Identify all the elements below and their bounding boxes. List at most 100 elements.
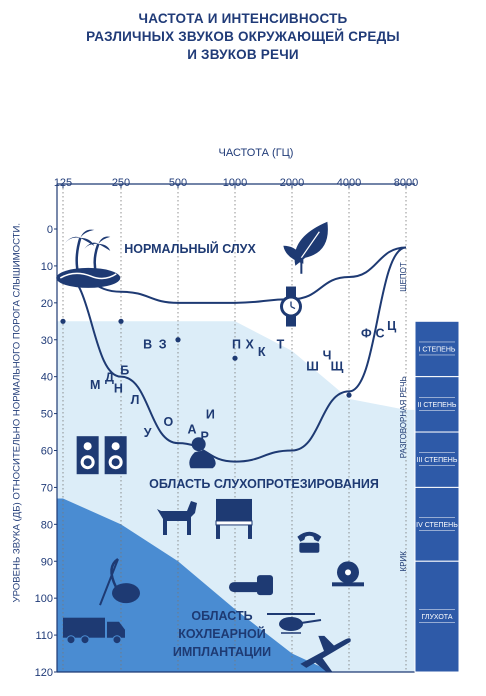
speech-sound-letter: Т — [277, 337, 285, 351]
labels-layer: НОРМАЛЬНЫЙ СЛУХ ОБЛАСТЬ СЛУХОПРОТЕЗИРОВАН… — [90, 241, 408, 659]
grade-label-3: IV СТЕПЕНЬ — [416, 522, 458, 529]
piano-keys — [215, 520, 253, 526]
phone-base — [299, 542, 320, 553]
speech-sound-letter: П — [232, 337, 241, 351]
phone-handset — [297, 531, 322, 542]
baby-body — [189, 450, 216, 469]
x-tick-label-1: 250 — [112, 177, 130, 189]
x-tick-label-5: 4000 — [337, 177, 361, 189]
region-label-hearing-aid: ОБЛАСТЬ СЛУХОПРОТЕЗИРОВАНИЯ — [149, 477, 379, 491]
y-tick-label-5: 50 — [41, 409, 53, 421]
speech-sound-letter: З — [159, 337, 167, 351]
grades-layer: I СТЕПЕНЬ II СТЕПЕНЬ III СТЕПЕНЬ IV СТЕПЕНЬ… — [414, 320, 460, 673]
truck-wheel-2 — [112, 635, 122, 645]
piano-top — [216, 498, 252, 521]
speech-sound-letter: И — [206, 408, 215, 422]
helicopter-icon — [267, 613, 322, 634]
palm-leaves-2 — [84, 236, 111, 251]
threshold-marker-0 — [60, 318, 66, 324]
side-label-0: ШЕПОТ — [399, 262, 408, 292]
leaf-icon — [283, 221, 328, 274]
y-tick-label-7: 70 — [41, 482, 53, 494]
airplane-wing-top — [318, 635, 337, 652]
y-tick-label-0: 0 — [47, 224, 53, 236]
dog-icon — [157, 500, 197, 535]
speech-sound-letter: Ф — [361, 326, 372, 340]
chart-title-line-1: ЧАСТОТА И ИНТЕНСИВНОСТЬ — [138, 11, 348, 26]
y-tick-label-12: 120 — [35, 667, 53, 679]
watch-hands — [290, 301, 296, 310]
chainsaw-bar — [228, 582, 263, 593]
piano-icon — [215, 498, 253, 539]
vacuum-cleaner-icon — [99, 558, 140, 606]
wristwatch-icon — [280, 286, 302, 327]
grade-label-4: ГЛУХОТА — [421, 614, 452, 621]
speech-sound-letter: Л — [131, 393, 140, 407]
y-tick-label-3: 30 — [41, 335, 53, 347]
areas-layer — [57, 321, 415, 672]
helicopter-tail — [300, 619, 322, 624]
speech-sound-letter: Р — [200, 430, 208, 444]
speech-sound-letter: М — [90, 378, 100, 392]
y-tick-label-9: 90 — [41, 556, 53, 568]
airplane-wing-bottom — [314, 657, 333, 672]
region-label-normal-hearing: НОРМАЛЬНЫЙ СЛУХ — [124, 241, 256, 256]
x-tick-label-2: 500 — [169, 177, 187, 189]
dog-body — [157, 500, 197, 535]
truck-cab — [106, 621, 125, 638]
helicopter-body — [279, 617, 303, 632]
speech-sound-letter: О — [163, 415, 173, 429]
truck-wheel-1 — [80, 635, 90, 645]
speech-sound-letter: Ч — [323, 349, 332, 363]
baby-icon — [189, 437, 216, 469]
axes-layer: 125 250 500 1000 2000 4000 8000 0 10 20 30 40 50 60 70… — [35, 177, 419, 679]
threshold-marker-1 — [118, 318, 124, 324]
y-tick-label-1: 10 — [41, 261, 53, 273]
chart-title: ЧАСТОТА И ИНТЕНСИВНОСТЬ РАЗЛИЧНЫХ ЗВУКОВ… — [0, 10, 486, 64]
region-label-cochlear-line-1: ОБЛАСТЬ — [191, 609, 252, 623]
saw-table — [332, 582, 364, 587]
grade-cell-1 — [414, 376, 460, 433]
chainsaw-icon — [228, 575, 273, 596]
region-label-cochlear-line-2: КОХЛЕАРНОЙ — [178, 626, 265, 641]
speaker-tweeter-1 — [111, 442, 120, 451]
speech-sound-letter: Щ — [331, 360, 344, 374]
airplane-fuselage — [300, 638, 351, 668]
leaf-small — [283, 245, 304, 264]
vacuum-hose — [110, 558, 119, 588]
grade-label-0: I СТЕПЕНЬ — [418, 346, 455, 353]
speech-sound-letter: Д — [105, 371, 114, 385]
speech-sound-letter: К — [258, 345, 266, 359]
speaker-tweeter-0 — [83, 442, 92, 451]
truck-icon — [62, 617, 125, 645]
x-tick-label-6: 8000 — [394, 177, 418, 189]
side-label-2: КРИК — [399, 551, 408, 572]
grid-layer — [62, 188, 407, 672]
chainsaw-motor — [256, 575, 273, 596]
threshold-marker-4 — [346, 392, 352, 398]
speech-sound-letter: Х — [246, 337, 255, 351]
y-tick-label-8: 80 — [41, 519, 53, 531]
speech-banana-outline — [62, 246, 407, 463]
speech-sound-letter: У — [144, 426, 152, 440]
y-tick-label-4: 40 — [41, 372, 53, 384]
chart-title-line-3: И ЗВУКОВ РЕЧИ — [187, 47, 299, 62]
threshold-marker-3 — [232, 355, 238, 361]
icons-layer — [56, 221, 364, 672]
speech-sound-letter: С — [375, 326, 384, 340]
palm-island-icon — [56, 229, 121, 288]
cochlear-implant-area — [57, 498, 332, 672]
side-label-1: РАЗГОВОРНАЯ РЕЧЬ — [399, 376, 408, 458]
palm-trunk-2 — [93, 243, 100, 275]
saw-hub — [345, 569, 351, 576]
x-tick-label-0: 125 — [54, 177, 72, 189]
baby-head — [191, 437, 206, 452]
piano-leg-left — [216, 524, 220, 539]
vacuum-body — [112, 583, 140, 604]
speech-sound-letter: Н — [114, 382, 123, 396]
speech-sound-letter: Ш — [306, 360, 319, 374]
speaker-woofer-1 — [111, 458, 120, 467]
circular-saw-icon — [332, 561, 364, 587]
grade-cell-2 — [414, 431, 460, 488]
